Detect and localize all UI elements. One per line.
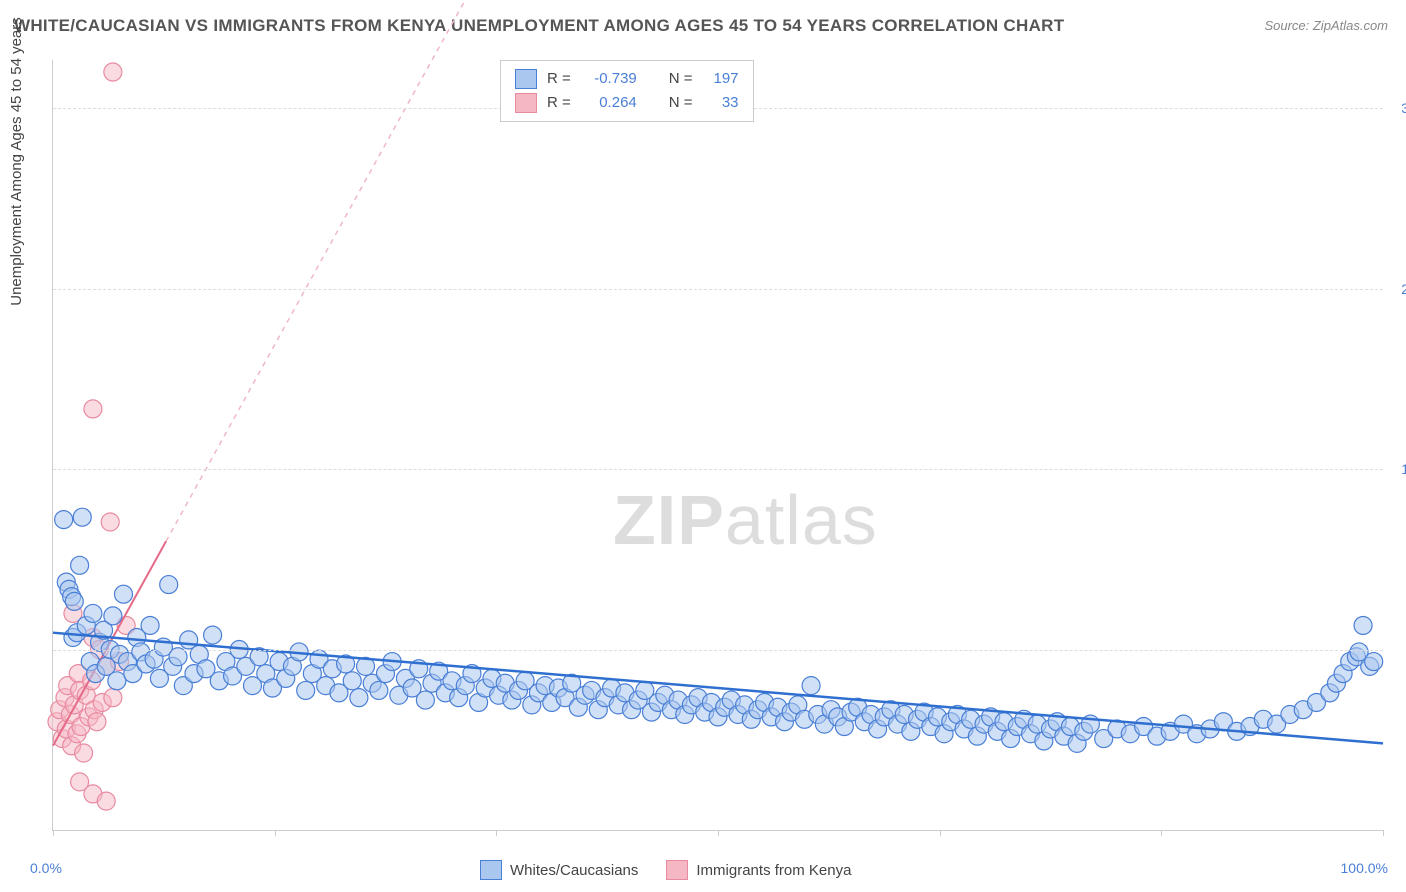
y-tick-label: 30.0% bbox=[1401, 100, 1406, 116]
chart-source: Source: ZipAtlas.com bbox=[1264, 18, 1388, 33]
r-label: R = bbox=[547, 91, 571, 115]
x-tick bbox=[1383, 830, 1384, 836]
r-value: 0.264 bbox=[581, 91, 637, 115]
x-tick bbox=[275, 830, 276, 836]
x-tick bbox=[718, 830, 719, 836]
r-value: -0.739 bbox=[581, 67, 637, 91]
n-value: 33 bbox=[703, 91, 739, 115]
legend-series-item: Whites/Caucasians bbox=[480, 860, 638, 880]
plot-area: ZIPatlas 7.5%15.0%22.5%30.0% bbox=[52, 60, 1383, 831]
legend-stats-row: R = 0.264 N = 33 bbox=[515, 91, 739, 115]
r-label: R = bbox=[547, 67, 571, 91]
legend-stats-row: R = -0.739 N = 197 bbox=[515, 67, 739, 91]
y-tick-label: 15.0% bbox=[1401, 461, 1406, 477]
legend-swatch bbox=[666, 860, 688, 880]
grid-line bbox=[53, 650, 1383, 651]
x-tick bbox=[496, 830, 497, 836]
grid-line bbox=[53, 469, 1383, 470]
legend-swatch bbox=[515, 69, 537, 89]
x-axis-max-label: 100.0% bbox=[1341, 860, 1388, 876]
grid-line bbox=[53, 289, 1383, 290]
n-label: N = bbox=[669, 91, 693, 115]
legend-series: Whites/Caucasians Immigrants from Kenya bbox=[480, 860, 851, 880]
legend-swatch bbox=[515, 93, 537, 113]
x-axis-min-label: 0.0% bbox=[30, 860, 62, 876]
n-label: N = bbox=[669, 67, 693, 91]
legend-swatch bbox=[480, 860, 502, 880]
y-tick-label: 22.5% bbox=[1401, 281, 1406, 297]
n-value: 197 bbox=[703, 67, 739, 91]
y-axis-title: Unemployment Among Ages 45 to 54 years bbox=[8, 17, 25, 306]
x-tick bbox=[1161, 830, 1162, 836]
x-tick bbox=[940, 830, 941, 836]
chart-title: WHITE/CAUCASIAN VS IMMIGRANTS FROM KENYA… bbox=[14, 16, 1064, 36]
legend-series-item: Immigrants from Kenya bbox=[666, 860, 851, 880]
legend-stats: R = -0.739 N = 197 R = 0.264 N = 33 bbox=[500, 60, 754, 122]
legend-series-label: Immigrants from Kenya bbox=[696, 862, 851, 879]
legend-series-label: Whites/Caucasians bbox=[510, 862, 638, 879]
x-tick bbox=[53, 830, 54, 836]
chart-svg bbox=[53, 60, 1383, 830]
